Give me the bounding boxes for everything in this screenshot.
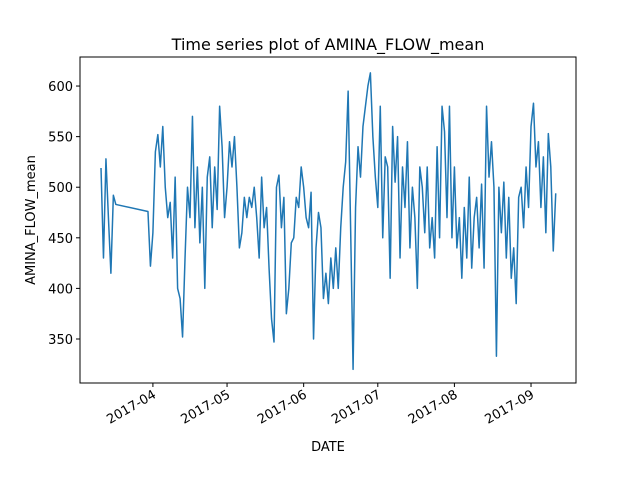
y-tick-label: 500 [48,181,73,196]
x-tick-label: 2017-07 [329,387,384,427]
x-tick-label: 2017-06 [255,387,310,427]
y-tick-label: 400 [48,282,73,297]
y-tick-label: 450 [48,232,73,247]
y-tick-label: 600 [48,80,73,95]
x-tick-label: 2017-08 [406,387,461,427]
x-axis-label: DATE [311,440,345,455]
axes-frame [79,56,577,384]
x-tick-label: 2017-09 [482,387,537,427]
y-tick-label: 550 [48,131,73,146]
chart-title: Time series plot of AMINA_FLOW_mean [171,35,485,55]
x-tick-label: 2017-04 [104,387,159,427]
x-tick-label: 2017-05 [178,387,233,427]
y-axis-label: AMINA_FLOW_mean [24,155,39,285]
series-line [100,72,557,371]
y-tick-label: 350 [48,333,73,348]
